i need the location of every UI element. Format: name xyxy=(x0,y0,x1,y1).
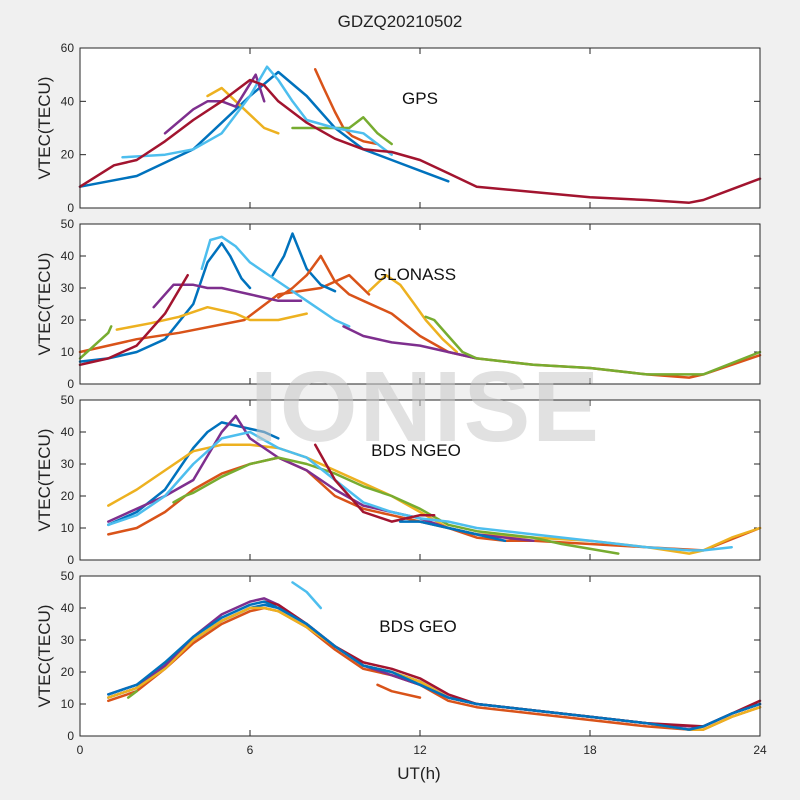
panel-frame xyxy=(79,575,761,737)
series-line xyxy=(107,456,762,552)
series-line xyxy=(78,70,450,188)
y-axis-label: VTEC(TECU) xyxy=(35,77,54,180)
y-tick-label: 0 xyxy=(67,553,74,567)
y-tick-label: 50 xyxy=(61,393,75,407)
panel-label: GLONASS xyxy=(374,265,456,284)
panel-label: GPS xyxy=(402,89,438,108)
series-line xyxy=(152,283,303,309)
series-line xyxy=(367,273,459,354)
panel-background xyxy=(80,224,760,384)
series-line xyxy=(398,520,507,543)
y-tick-label: 20 xyxy=(61,313,75,327)
y-tick-label: 20 xyxy=(61,665,75,679)
panel-label: BDS NGEO xyxy=(371,441,461,460)
series-line xyxy=(277,254,762,379)
x-tick-label: 6 xyxy=(247,743,254,757)
panel-frame xyxy=(79,223,761,385)
y-axis-label: VTEC(TECU) xyxy=(35,429,54,532)
figure-title: GDZQ20210502 xyxy=(337,12,463,31)
series-line xyxy=(200,235,351,328)
series-line xyxy=(342,325,478,360)
series-line xyxy=(107,600,762,731)
y-tick-label: 30 xyxy=(61,633,75,647)
x-axis-label: UT(h) xyxy=(397,764,441,783)
y-tick-label: 40 xyxy=(61,601,75,615)
panel-frame xyxy=(79,399,761,561)
panel-background xyxy=(80,48,760,208)
panel-frame xyxy=(79,47,761,209)
series-line xyxy=(107,606,762,731)
series-line xyxy=(121,65,393,159)
y-axis-label: VTEC(TECU) xyxy=(35,253,54,356)
x-tick-label: 24 xyxy=(753,743,767,757)
series-line xyxy=(313,443,436,523)
y-tick-label: 20 xyxy=(61,489,75,503)
y-tick-label: 0 xyxy=(67,377,74,391)
series-line xyxy=(107,430,733,552)
y-tick-label: 60 xyxy=(61,41,75,55)
y-tick-label: 10 xyxy=(61,697,75,711)
series-line xyxy=(172,456,620,555)
panel-background xyxy=(80,576,760,736)
series-line xyxy=(206,86,280,135)
panel-label: BDS GEO xyxy=(379,617,456,636)
y-tick-label: 0 xyxy=(67,201,74,215)
y-tick-label: 50 xyxy=(61,569,75,583)
y-axis-label: VTEC(TECU) xyxy=(35,605,54,708)
series-line xyxy=(78,273,371,354)
y-tick-label: 30 xyxy=(61,457,75,471)
y-tick-label: 50 xyxy=(61,217,75,231)
y-tick-label: 40 xyxy=(61,249,75,263)
series-line xyxy=(78,325,113,360)
series-line xyxy=(271,232,337,293)
x-tick-label: 12 xyxy=(413,743,427,757)
y-tick-label: 20 xyxy=(61,148,75,162)
y-tick-label: 30 xyxy=(61,281,75,295)
series-line xyxy=(78,241,252,363)
series-line xyxy=(78,78,762,204)
x-tick-label: 0 xyxy=(77,743,84,757)
series-line xyxy=(424,315,762,376)
y-tick-label: 10 xyxy=(61,345,75,359)
series-line xyxy=(126,689,138,699)
y-tick-label: 40 xyxy=(61,94,75,108)
series-line xyxy=(78,273,189,367)
panel-background xyxy=(80,400,760,560)
x-tick-label: 18 xyxy=(583,743,597,757)
y-tick-label: 40 xyxy=(61,425,75,439)
y-tick-label: 10 xyxy=(61,521,75,535)
series-line xyxy=(115,305,308,331)
series-line xyxy=(291,581,323,610)
series-line xyxy=(376,683,422,699)
y-tick-label: 0 xyxy=(67,729,74,743)
